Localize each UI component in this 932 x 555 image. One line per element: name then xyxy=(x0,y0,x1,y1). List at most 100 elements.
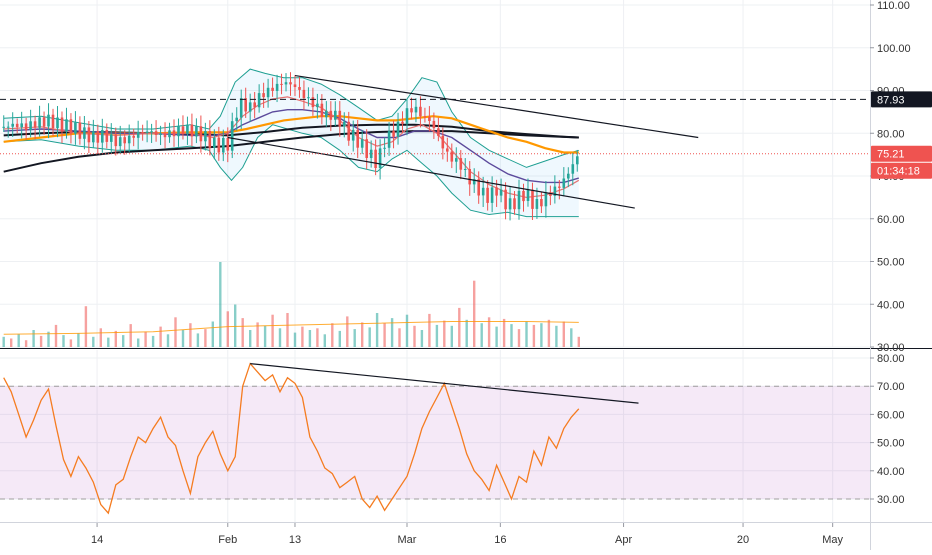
candle-body xyxy=(15,123,19,128)
candle-body xyxy=(325,110,328,118)
price-badge: 01:34:18 xyxy=(871,162,932,179)
candle-body xyxy=(576,156,579,165)
time-axis-label: Apr xyxy=(615,534,632,546)
volume-bar xyxy=(465,319,468,347)
rsi-axis-label: 60.00 xyxy=(877,409,905,421)
candle-body xyxy=(450,151,454,162)
candle-body xyxy=(101,130,104,143)
candle-body xyxy=(248,102,252,112)
volume-bar xyxy=(420,330,424,347)
volume-bar xyxy=(570,328,573,347)
volume-bar xyxy=(286,313,289,347)
price-axis-label: 60.00 xyxy=(877,214,905,226)
volume-bar xyxy=(390,318,394,347)
rsi-axis-label: 70.00 xyxy=(877,381,905,393)
candle-body xyxy=(351,129,355,141)
volume-bar xyxy=(234,304,237,347)
price-badge-label: 75.21 xyxy=(877,149,905,161)
candle-body xyxy=(311,97,315,108)
price-panel[interactable] xyxy=(0,68,870,221)
candle-body xyxy=(271,87,274,91)
volume-bar xyxy=(562,321,565,347)
volume-bar xyxy=(510,324,513,347)
rsi-band-fill xyxy=(0,386,870,499)
candle-body xyxy=(204,131,207,142)
volume-bar xyxy=(249,330,252,347)
trendline[interactable] xyxy=(294,74,699,139)
volume-bar xyxy=(10,338,13,347)
candle-body xyxy=(235,117,238,122)
candle-body xyxy=(329,110,333,120)
volume-bar xyxy=(458,307,461,347)
price-badge: 87.93 xyxy=(871,91,932,108)
volume-bar xyxy=(555,325,558,348)
candle-body xyxy=(154,131,158,135)
candle-body xyxy=(42,117,46,127)
volume-bar xyxy=(398,328,401,347)
candle-body xyxy=(213,137,216,148)
candle-body xyxy=(360,139,364,148)
candle-body xyxy=(549,192,552,196)
candle-body xyxy=(293,84,297,87)
candle-body xyxy=(535,199,539,209)
candle-body xyxy=(280,83,283,85)
candle-body xyxy=(74,122,77,134)
price-badge-bg xyxy=(871,91,932,108)
candle-body xyxy=(392,131,395,137)
volume-bar xyxy=(84,306,88,347)
volume-bar xyxy=(69,339,73,347)
candle-body xyxy=(307,97,310,99)
time-axis-label: 16 xyxy=(494,534,506,546)
volume-bar xyxy=(2,336,5,347)
price-axis-label: 100.00 xyxy=(877,43,911,55)
rsi-trendline[interactable] xyxy=(250,363,639,404)
volume-bar xyxy=(17,334,20,348)
volume-bar xyxy=(331,323,334,347)
time-axis-label: Mar xyxy=(398,534,417,546)
candle-body xyxy=(222,138,225,153)
candle-body xyxy=(374,149,377,168)
candle-body xyxy=(110,134,113,142)
volume-bar xyxy=(428,313,431,347)
rsi-axis-label: 80.00 xyxy=(877,353,905,365)
candle-body xyxy=(177,126,180,137)
volume-bar xyxy=(122,335,125,347)
candle-body xyxy=(284,82,288,85)
trendline[interactable] xyxy=(227,136,635,209)
candle-body xyxy=(186,124,189,134)
volume-bar xyxy=(316,328,319,347)
candle-body xyxy=(428,116,431,121)
price-badge-label: 01:34:18 xyxy=(877,166,920,178)
volume-bar xyxy=(405,314,409,347)
candle-body xyxy=(441,135,445,149)
candle-body xyxy=(356,129,359,148)
volume-bar xyxy=(293,332,297,347)
candle-body xyxy=(96,131,100,143)
candle-body xyxy=(540,199,543,207)
volume-bar xyxy=(181,330,185,347)
candle-body xyxy=(567,173,570,179)
candle-body xyxy=(163,133,167,138)
candle-body xyxy=(472,179,476,185)
volume-bar xyxy=(114,330,117,347)
candle-body xyxy=(2,126,5,128)
volume-bar xyxy=(189,323,192,347)
volume-bar xyxy=(256,322,259,347)
volume-bar xyxy=(166,334,170,348)
rsi-panel[interactable] xyxy=(0,362,870,515)
candle-body xyxy=(455,158,458,162)
candle-body xyxy=(522,190,525,202)
candle-body xyxy=(486,187,489,203)
price-badge-bg xyxy=(871,145,932,162)
time-axis[interactable]: 14 Feb 13 Mar 16 Apr 20 May xyxy=(0,522,932,547)
volume-bar xyxy=(435,324,439,347)
price-axis-label: 80.00 xyxy=(877,128,905,140)
volume-bar xyxy=(443,320,446,347)
candle-body xyxy=(239,98,243,118)
candle-body xyxy=(490,187,494,203)
volume-bar xyxy=(107,337,110,347)
volume-bar xyxy=(99,328,102,347)
volume-bar xyxy=(271,314,274,347)
